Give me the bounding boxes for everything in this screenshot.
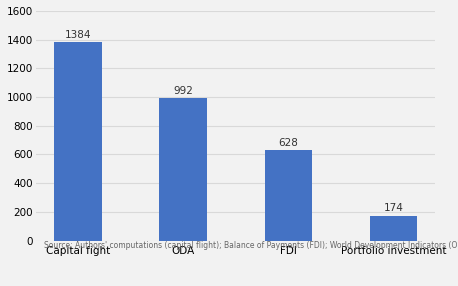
Text: 992: 992 xyxy=(173,86,193,96)
Text: 628: 628 xyxy=(278,138,298,148)
Bar xyxy=(265,150,312,241)
Text: Source: Authors' computations (capital flight); Balance of Payments (FDI); World: Source: Authors' computations (capital f… xyxy=(44,241,458,250)
Bar xyxy=(54,42,102,241)
Text: 174: 174 xyxy=(384,204,403,213)
Bar xyxy=(370,216,417,241)
Bar xyxy=(159,98,207,241)
Text: 1384: 1384 xyxy=(65,30,91,40)
